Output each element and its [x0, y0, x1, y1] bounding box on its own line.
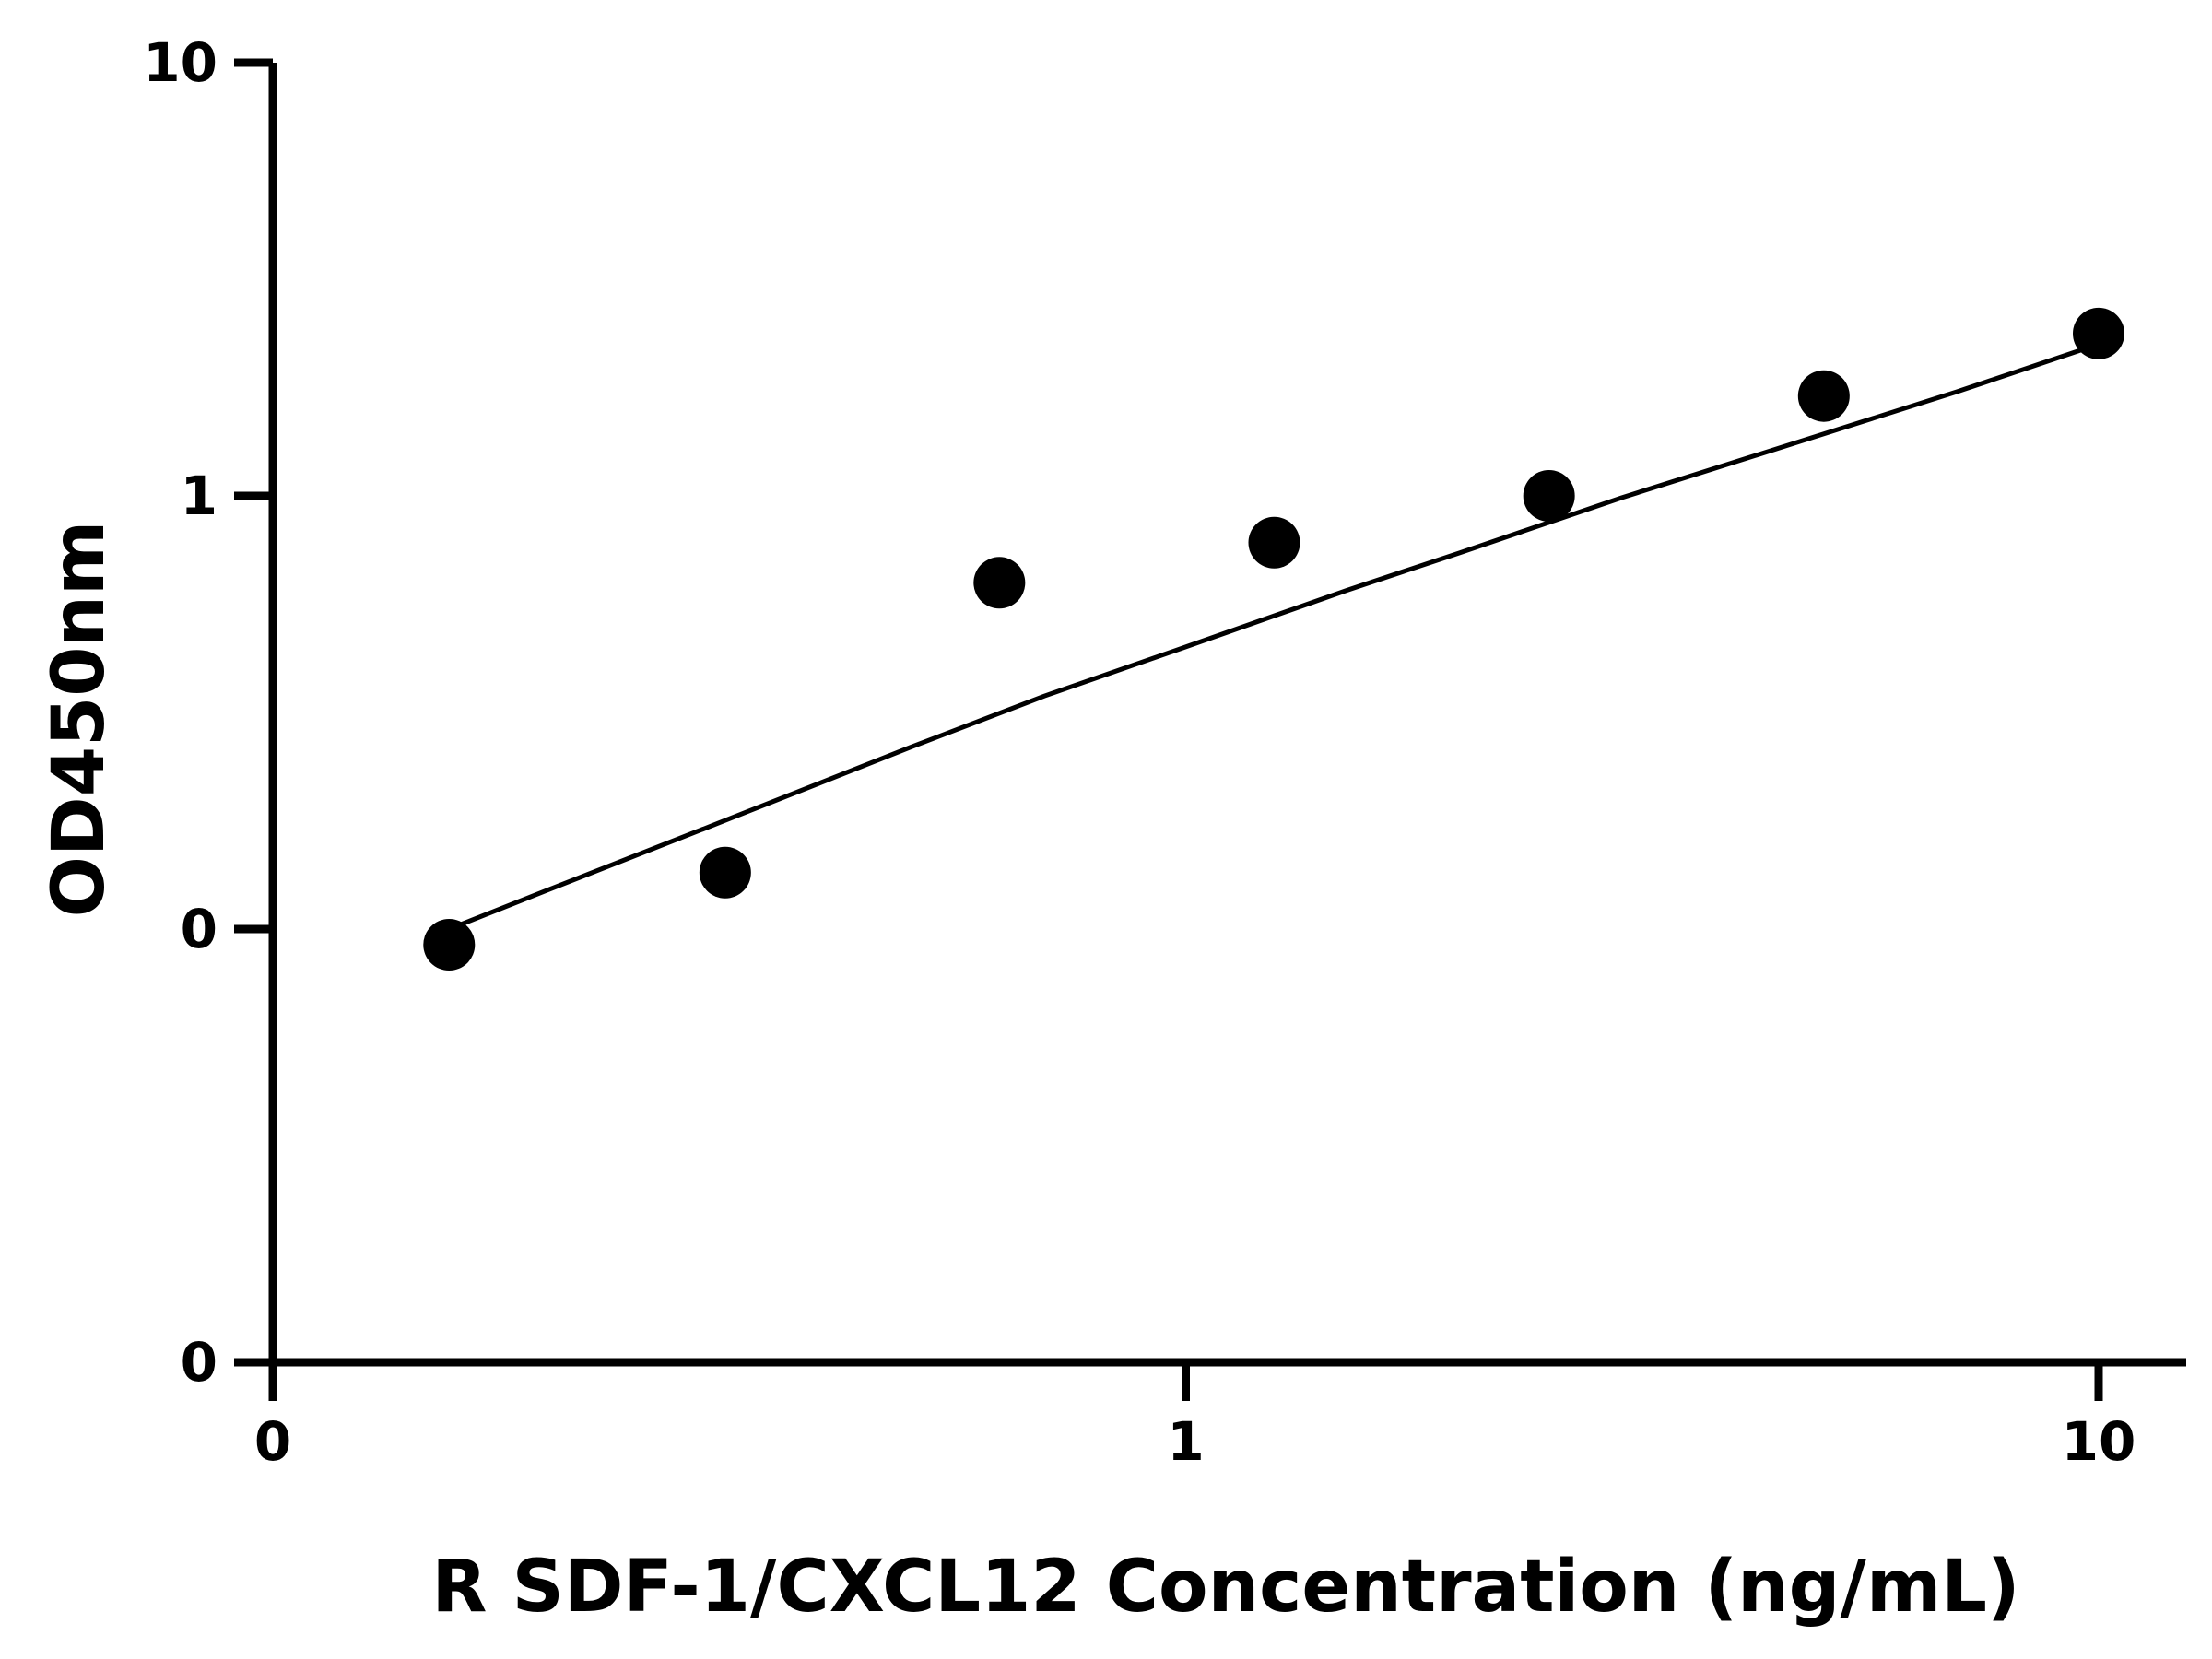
- y-tick-label: 0: [181, 898, 218, 960]
- data-point: [2073, 307, 2124, 359]
- data-point: [423, 919, 476, 971]
- data-point: [1523, 470, 1575, 522]
- x-axis-title: R SDF-1/CXCL12 Concentration (ng/mL): [431, 1546, 2019, 1629]
- data-point: [1797, 370, 1850, 422]
- data-points-layer: [423, 307, 2124, 971]
- axes-layer: [234, 58, 2186, 1401]
- y-tick-label: 1: [181, 465, 218, 527]
- fit-curve-line: [446, 341, 2101, 932]
- x-tick-label: 10: [2062, 1410, 2136, 1473]
- fit-curve-layer: [446, 341, 2101, 932]
- data-point: [973, 557, 1026, 609]
- y-tick-label: 0: [181, 1331, 218, 1394]
- data-point: [699, 846, 751, 899]
- x-tick-label: 0: [254, 1410, 291, 1473]
- data-point: [1248, 516, 1300, 569]
- y-tick-label: 10: [143, 31, 218, 94]
- x-tick-label: 1: [1167, 1410, 1204, 1473]
- y-axis-title: OD450nm: [38, 521, 121, 918]
